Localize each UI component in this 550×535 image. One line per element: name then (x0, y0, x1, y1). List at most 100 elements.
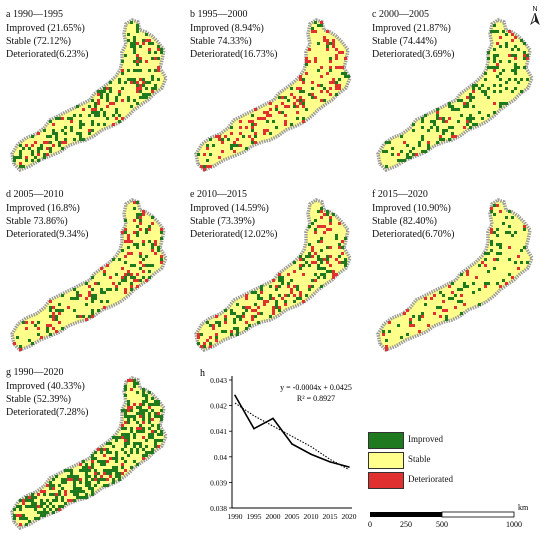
change-cells (382, 204, 529, 351)
panel-letter: e (190, 189, 195, 200)
region-outline (194, 18, 352, 173)
y-tick-label: 0.04 (214, 453, 227, 462)
scale-tick: 0 (368, 520, 372, 529)
scale-bar-svg: 0 250 500 1000 km (368, 503, 529, 529)
stable-stat: Stable (74.44%) (372, 36, 437, 47)
deteriorated-stat: Deteriorated(7.28%) (6, 407, 89, 418)
stable-stat: Stable (73.39%) (190, 216, 255, 227)
data-point (291, 443, 293, 445)
north-label: N (532, 6, 538, 13)
panel-period: 1995—2000 (197, 9, 248, 20)
deteriorated-stat: Deteriorated(12.02%) (190, 229, 278, 240)
map-panel-d: d 2005—2010 Improved (16.8%) Stable 73.8… (2, 184, 180, 356)
panel-letter: b (190, 9, 195, 20)
map-b (194, 18, 352, 173)
change-cells (382, 24, 529, 168)
panel-letter: d (6, 189, 11, 200)
legend-swatch-improved (368, 432, 404, 449)
scale-bar: 0 250 500 1000 km (368, 494, 544, 530)
deteriorated-stat: Deteriorated(6.70%) (372, 229, 455, 240)
map-f (376, 198, 534, 353)
improved-stat: Improved (8.94%) (190, 23, 264, 34)
panel-period: 2000—2005 (378, 9, 429, 20)
map-panel-b: b 1995—2000 Improved (8.94%) Stable 74.3… (186, 4, 364, 176)
x-tick-label: 1990 (228, 512, 243, 521)
trend-chart: h 0.043 0.042 0.041 0.04 0.039 0.038 1990 1995 20… (196, 366, 358, 526)
stable-stat: Stable (82.40%) (372, 216, 437, 227)
change-cells (197, 207, 347, 348)
map-g (10, 376, 168, 531)
scale-tick: 500 (436, 520, 448, 529)
x-tick-label: 2005 (285, 512, 300, 521)
panel-period: 2010—2015 (196, 189, 247, 200)
x-tick-label: 2020 (342, 512, 357, 521)
y-tick-label: 0.043 (210, 376, 227, 385)
data-line (234, 394, 350, 468)
region-outline (10, 18, 168, 173)
deteriorated-stat: Deteriorated(16.73%) (190, 49, 278, 60)
map-c (376, 18, 534, 173)
legend-swatch-deteriorated (368, 472, 404, 489)
data-point (348, 466, 350, 468)
change-cells (13, 21, 163, 168)
improved-stat: Improved (16.8%) (6, 203, 80, 214)
legend-swatch-stable (368, 452, 404, 469)
change-cells (13, 201, 163, 351)
y-tick-label: 0.041 (210, 427, 227, 436)
legend-label: Stable (408, 454, 431, 464)
improved-stat: Improved (40.33%) (6, 381, 85, 392)
improved-stat: Improved (10.90%) (372, 203, 451, 214)
panel-period: 1990—2020 (13, 367, 64, 378)
map-panel-f: f 2015—2020 Improved (10.90%) Stable (82… (368, 184, 546, 356)
deteriorated-stat: Deteriorated(9.34%) (6, 229, 89, 240)
improved-stat: Improved (14.59%) (190, 203, 269, 214)
map-panel-c: c 2000—2005 Improved (21.87%) Stable (74… (368, 4, 546, 176)
map-a (10, 18, 168, 173)
scale-tick: 250 (400, 520, 412, 529)
map-d (10, 198, 168, 353)
panel-letter: f (372, 189, 376, 200)
data-point (310, 453, 312, 456)
panel-letter: a (6, 9, 11, 20)
north-arrow-icon (530, 11, 540, 26)
data-point (329, 461, 331, 463)
legend-label: Deteriorated (408, 474, 453, 484)
data-point (272, 417, 274, 420)
x-tick-label: 1995 (247, 512, 262, 521)
improved-stat: Improved (21.87%) (372, 23, 451, 34)
map-e (194, 198, 352, 353)
x-tick-label: 2010 (304, 512, 319, 521)
map-panel-g: g 1990—2020 Improved (40.33%) Stable (52… (2, 362, 180, 534)
y-tick-label: 0.039 (210, 478, 227, 487)
y-tick-label: 0.042 (210, 402, 227, 411)
scale-segment-1 (370, 512, 442, 517)
panel-letter: g (6, 367, 11, 378)
scale-segment-2 (441, 511, 515, 518)
panel-letter: c (372, 9, 377, 20)
scale-unit: km (518, 503, 529, 512)
region-outline (376, 198, 534, 353)
improved-stat: Improved (21.65%) (6, 23, 85, 34)
regression-equation: y = -0.0004x + 0.0425 (280, 383, 352, 392)
north-arrow: N (530, 6, 540, 27)
scale-tick: 1000 (506, 520, 522, 529)
data-point (234, 394, 236, 397)
deteriorated-stat: Deteriorated(3.69%) (372, 49, 455, 60)
panel-period: 1990—1995 (12, 9, 63, 20)
map-panel-a: a 1990—1995 Improved (21.65%) Stable (72… (2, 4, 180, 176)
stable-stat: Stable (52.39%) (6, 394, 71, 405)
stable-stat: Stable 74.33%) (190, 36, 252, 47)
x-tick-label: 2000 (266, 512, 281, 521)
x-tick-label: 2015 (323, 512, 338, 521)
change-cells (13, 379, 163, 526)
deteriorated-stat: Deteriorated(6.23%) (6, 49, 89, 60)
legend-label: Improved (408, 434, 443, 444)
stable-stat: Stable 73.86%) (6, 216, 68, 227)
map-panel-e: e 2010—2015 Improved (14.59%) Stable (73… (186, 184, 364, 356)
panel-period: 2005—2010 (13, 189, 64, 200)
panel-letter: h (200, 368, 205, 379)
trend-line (234, 402, 350, 471)
data-point (253, 427, 255, 430)
stable-stat: Stable (72.12%) (6, 36, 71, 47)
